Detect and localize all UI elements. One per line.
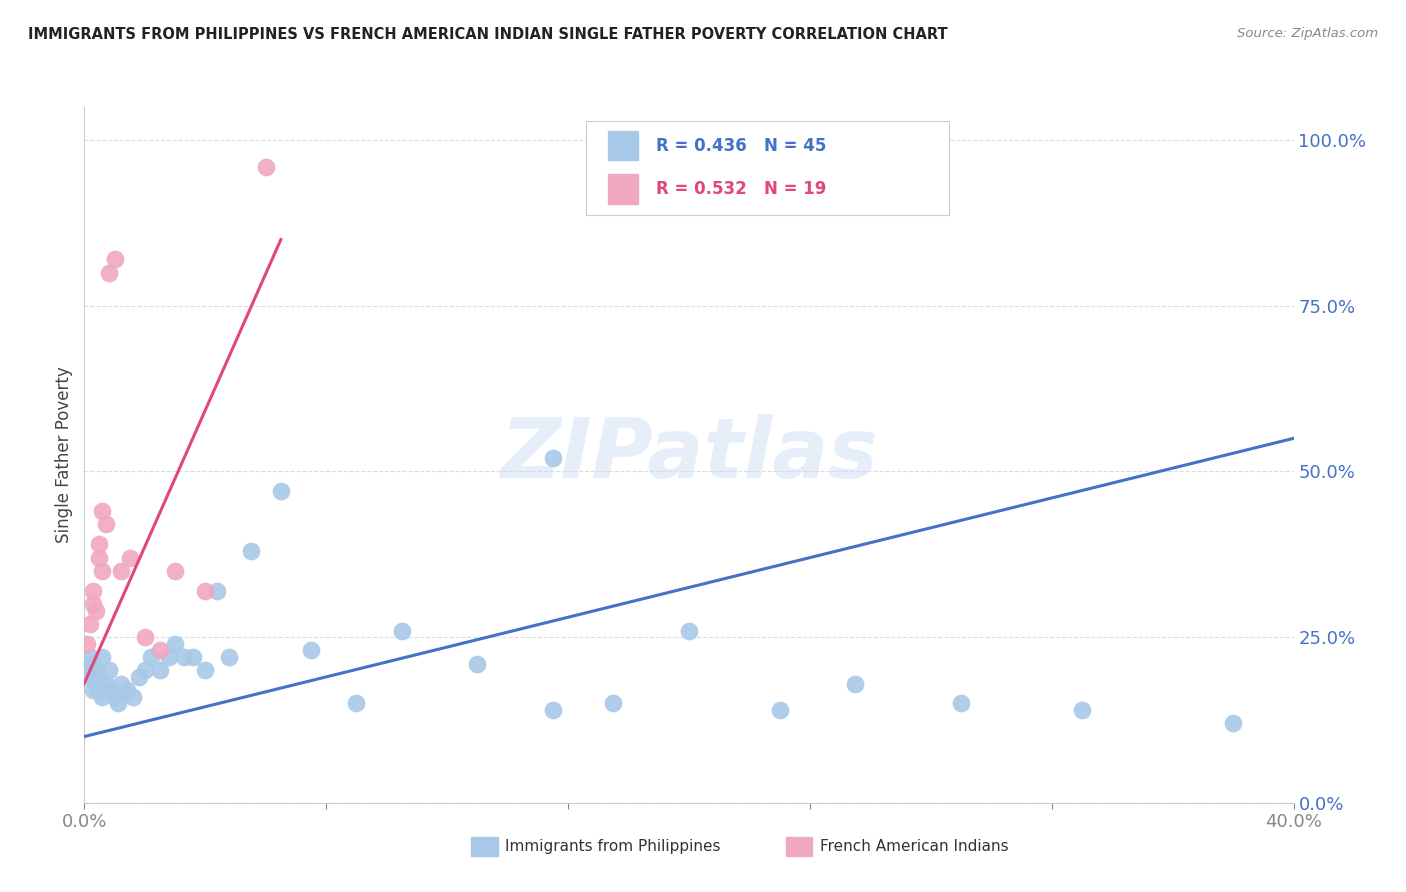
Point (97, 663, 120, 677)
FancyBboxPatch shape (586, 121, 949, 215)
Point (115, 683, 138, 698)
Point (94, 517, 117, 532)
Text: R = 0.532   N = 19: R = 0.532 N = 19 (657, 180, 827, 198)
Bar (607, 175, 638, 203)
Text: Source: ZipAtlas.com: Source: ZipAtlas.com (1237, 27, 1378, 40)
Text: French American Indians: French American Indians (820, 839, 1008, 855)
Point (541, 703, 564, 717)
Point (104, 690, 127, 704)
Text: IMMIGRANTS FROM PHILIPPINES VS FRENCH AMERICAN INDIAN SINGLE FATHER POVERTY CORR: IMMIGRANTS FROM PHILIPPINES VS FRENCH AM… (28, 27, 948, 42)
Point (1222, 716, 1244, 731)
Point (139, 650, 162, 665)
Point (239, 544, 262, 558)
Point (194, 663, 217, 677)
Bar (786, 837, 813, 856)
Point (100, 683, 122, 698)
Point (91, 564, 114, 578)
Point (82, 597, 104, 611)
Point (207, 583, 229, 598)
Point (94, 676, 117, 690)
Point (157, 650, 180, 665)
Point (541, 451, 564, 466)
Point (91, 690, 114, 704)
Point (76, 637, 98, 651)
Point (91, 650, 114, 665)
Text: Immigrants from Philippines: Immigrants from Philippines (505, 839, 721, 855)
Point (163, 637, 186, 651)
Point (218, 650, 240, 665)
Point (104, 252, 127, 267)
Text: ZIPatlas: ZIPatlas (501, 415, 877, 495)
Y-axis label: Single Father Poverty: Single Father Poverty (55, 367, 73, 543)
Point (134, 663, 156, 677)
Point (89, 550, 111, 565)
Point (270, 484, 292, 499)
Point (163, 564, 186, 578)
Bar (607, 131, 638, 161)
Point (86, 663, 108, 677)
Point (194, 583, 217, 598)
Point (76, 663, 98, 677)
Point (602, 697, 624, 711)
Point (82, 657, 104, 671)
Bar (471, 837, 498, 856)
Point (128, 670, 150, 684)
Point (134, 630, 156, 644)
Point (79, 670, 101, 684)
Point (299, 643, 322, 657)
Point (79, 650, 101, 665)
Text: R = 0.436   N = 45: R = 0.436 N = 45 (657, 136, 827, 155)
Point (769, 703, 792, 717)
Point (149, 643, 172, 657)
Point (181, 650, 204, 665)
Point (110, 564, 132, 578)
Point (82, 583, 104, 598)
Point (82, 683, 104, 698)
Point (79, 616, 101, 631)
Point (844, 676, 866, 690)
Point (1071, 703, 1094, 717)
Point (467, 657, 489, 671)
Point (118, 550, 141, 565)
Point (89, 683, 111, 698)
Point (107, 697, 129, 711)
Point (86, 604, 108, 618)
Point (254, 160, 277, 174)
Point (173, 650, 195, 665)
Point (391, 624, 413, 638)
Point (110, 676, 132, 690)
Point (86, 676, 108, 690)
Point (91, 504, 114, 518)
Point (678, 624, 700, 638)
Point (950, 697, 973, 711)
Point (149, 663, 172, 677)
Point (346, 697, 368, 711)
Point (121, 690, 143, 704)
Point (89, 670, 111, 684)
Point (89, 537, 111, 551)
Point (97, 266, 120, 280)
